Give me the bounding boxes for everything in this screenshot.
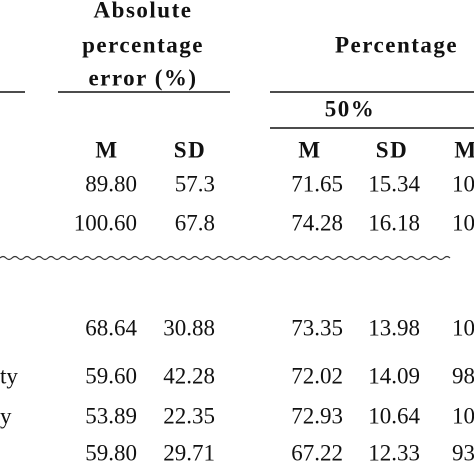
cell: 16.18	[368, 210, 420, 235]
cell: 93	[452, 440, 474, 465]
cell: 72.93	[291, 403, 343, 428]
cell: 100.60	[74, 210, 137, 235]
cell: 13.98	[368, 315, 420, 340]
cell: 71.65	[291, 171, 343, 196]
break-line	[0, 255, 451, 261]
group-header: percentage	[82, 32, 204, 57]
cell: 107	[452, 403, 474, 428]
group-header: Absolute	[94, 0, 193, 22]
cell: 42.28	[163, 363, 215, 388]
group-header: error (%)	[88, 65, 197, 90]
cell: 67.8	[175, 210, 215, 235]
cell: 98	[452, 363, 474, 388]
cell: 59.60	[85, 363, 137, 388]
cell: 53.89	[85, 403, 137, 428]
row-label: ty	[0, 363, 18, 388]
group-header: Percentage	[335, 32, 458, 57]
cell: 74.28	[291, 210, 343, 235]
column-header: SD	[174, 137, 206, 162]
cell: 57.3	[175, 171, 215, 196]
cell: 30.88	[163, 315, 215, 340]
cell: 89.80	[85, 171, 137, 196]
row-label: y	[0, 403, 12, 428]
subgroup-header: 50%	[325, 96, 376, 121]
cell: 29.71	[163, 440, 215, 465]
column-header: M	[454, 137, 474, 162]
cell: 107	[452, 315, 474, 340]
column-header: M	[95, 137, 118, 162]
cell: 67.22	[291, 440, 343, 465]
cell: 12.33	[368, 440, 420, 465]
cell: 59.80	[85, 440, 137, 465]
cell: 10.64	[368, 403, 420, 428]
cell: 107	[452, 171, 474, 196]
column-header: M	[298, 137, 321, 162]
cell: 106	[452, 210, 474, 235]
cell: 73.35	[291, 315, 343, 340]
cell: 15.34	[368, 171, 420, 196]
cell: 68.64	[85, 315, 137, 340]
cell: 22.35	[163, 403, 215, 428]
column-header: SD	[376, 137, 408, 162]
cell: 14.09	[368, 363, 420, 388]
cell: 72.02	[291, 363, 343, 388]
